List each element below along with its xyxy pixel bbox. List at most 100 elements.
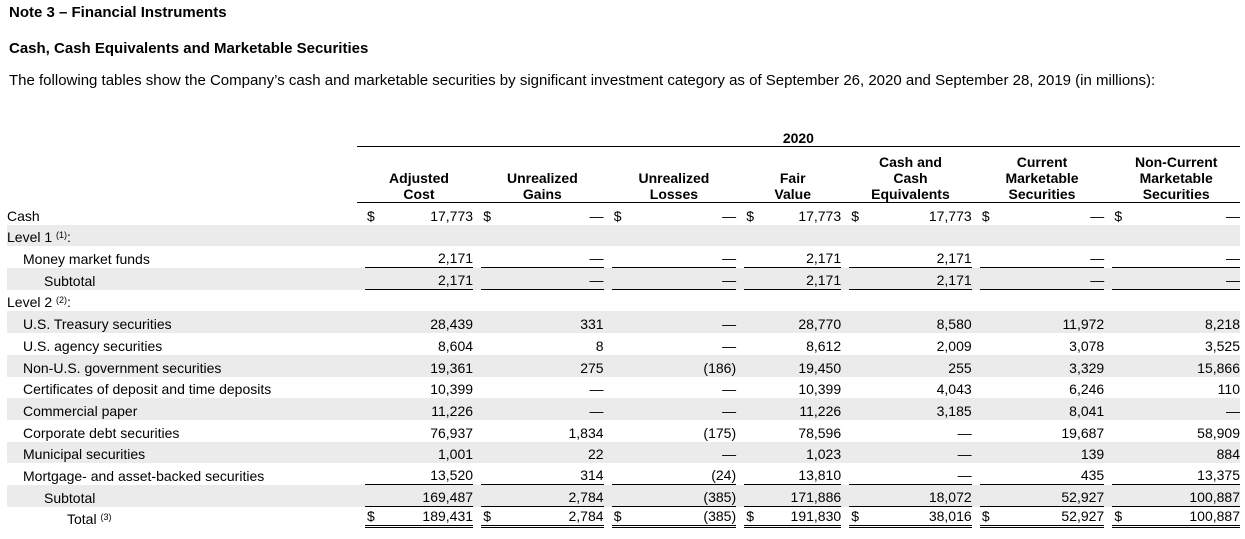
dollar-sign: $ [613, 207, 622, 224]
cell-value: — [589, 250, 604, 267]
cell-value: 1,834 [568, 424, 604, 441]
table-row: Commercial paper 11,226 — — 11,226 3,185 8,041… [7, 398, 1240, 420]
value-cell [980, 290, 1104, 312]
footnote-marker: (2) [56, 295, 68, 306]
value-cell: — [612, 377, 736, 399]
value-cell: $ — [481, 203, 603, 225]
value-cell: $17,773 [849, 203, 971, 225]
value-cell [849, 224, 972, 247]
cell-value: 10,399 [798, 381, 842, 398]
value-cell: 28,770 [744, 311, 842, 334]
cell-gap [736, 377, 744, 399]
value-cell: $ — [612, 203, 736, 225]
cell-value: 8,218 [1204, 316, 1240, 333]
cell-gap [603, 268, 612, 290]
value-cell [849, 290, 971, 312]
cell-gap [357, 290, 365, 312]
value-cell: 2,171 [364, 268, 474, 290]
header-gap [736, 147, 745, 203]
cell-value: (175) [703, 424, 737, 441]
cell-value: 2,784 [568, 508, 604, 525]
row-label-text: Level 2 [7, 294, 53, 311]
section-title: Cash, Cash Equivalents and Marketable Se… [9, 40, 369, 57]
column-header-row: Adjusted Cost Unrealized Gains Unrealized Los… [7, 147, 1240, 203]
cell-gap [736, 203, 744, 225]
cell-gap [736, 420, 744, 442]
column-header-line: Cash and [878, 154, 942, 170]
cell-gap [473, 333, 481, 355]
value-cell: 28,439 [364, 311, 474, 334]
cell-gap [604, 507, 612, 529]
table-row: Mortgage- and asset-backed securities 13,… [7, 463, 1240, 485]
table-row: Level 1 (1): [7, 224, 1240, 247]
column-header: Current Marketable Securities [979, 147, 1105, 203]
cell-gap [357, 203, 365, 225]
cell-gap [604, 203, 612, 225]
cell-gap [972, 333, 980, 355]
cell-gap [357, 507, 365, 529]
value-cell [744, 224, 842, 247]
value-cell: — [849, 441, 972, 464]
cell-gap [972, 420, 980, 442]
cell-gap [473, 398, 482, 420]
financial-instruments-table: 2020 Adjusted Cost Unrealized Gains Unrealiz… [7, 127, 1240, 529]
cell-value: 13,810 [798, 466, 842, 483]
value-cell: — [481, 268, 604, 290]
cell-value: 2,171 [936, 271, 972, 288]
value-cell: 6,246 [980, 377, 1104, 399]
value-cell: 10,399 [365, 377, 473, 399]
cell-gap [357, 333, 365, 355]
row-label-text: Total [67, 511, 97, 528]
table-row: U.S. agency securities 8,604 8 — 8,612 2,009 3… [7, 333, 1240, 355]
cell-gap [736, 290, 744, 312]
value-cell: 19,687 [980, 420, 1104, 442]
table-row: Total (3) $189,431 $2,784 $ (385) $191,830 $38… [7, 507, 1240, 529]
value-cell: 8,580 [849, 311, 972, 334]
cell-gap [473, 311, 482, 334]
cell-gap [1104, 507, 1112, 529]
cell-gap [1104, 484, 1113, 507]
cell-value: — [1090, 250, 1105, 267]
value-cell: 3,525 [1112, 333, 1240, 355]
row-label: Level 2 (2): [7, 290, 357, 312]
cell-gap [971, 441, 980, 464]
cell-gap [736, 463, 744, 485]
column-header-line: Adjusted [389, 170, 449, 186]
cell-value: — [589, 271, 604, 288]
cell-gap [356, 311, 365, 334]
cell-value: 76,937 [430, 424, 474, 441]
value-cell: 10,399 [744, 377, 841, 399]
column-header-line: Marketable [1139, 170, 1213, 186]
value-cell: 2,171 [849, 268, 972, 290]
value-cell: — [611, 268, 737, 290]
table-row: U.S. Treasury securities 28,439 331 — 28,770… [7, 311, 1240, 334]
cell-gap [736, 507, 744, 529]
cell-gap [604, 420, 612, 442]
dollar-sign: $ [981, 207, 990, 224]
value-cell: $191,830 [744, 507, 842, 529]
value-cell: — [612, 333, 736, 355]
value-cell: 11,972 [979, 311, 1105, 334]
cell-value: 52,927 [1061, 508, 1105, 525]
value-cell: — [1112, 246, 1240, 269]
table-row: Subtotal 2,171 — — 2,171 2,171 — — [7, 268, 1240, 290]
column-header-line: Unrealized [638, 170, 710, 186]
value-cell [364, 224, 474, 247]
row-label-text: Level 1 [7, 229, 53, 246]
dollar-sign: $ [366, 207, 375, 224]
row-label: Level 1 (1): [7, 224, 357, 247]
cell-gap [841, 246, 849, 268]
row-label: Municipal securities [7, 441, 357, 464]
cell-gap [841, 268, 850, 290]
cell-value: — [722, 316, 737, 333]
cell-value: — [1226, 402, 1240, 419]
column-header: Non-Current Marketable Securities [1112, 147, 1240, 203]
cell-value: 28,770 [798, 316, 842, 333]
cell-value: 139 [1080, 446, 1105, 463]
cell-gap [1104, 420, 1112, 442]
row-label-text: Subtotal [44, 272, 96, 289]
value-cell: — [481, 398, 604, 420]
row-label-text: Municipal securities [23, 446, 146, 463]
value-cell [744, 290, 841, 312]
cell-value: — [722, 381, 737, 398]
